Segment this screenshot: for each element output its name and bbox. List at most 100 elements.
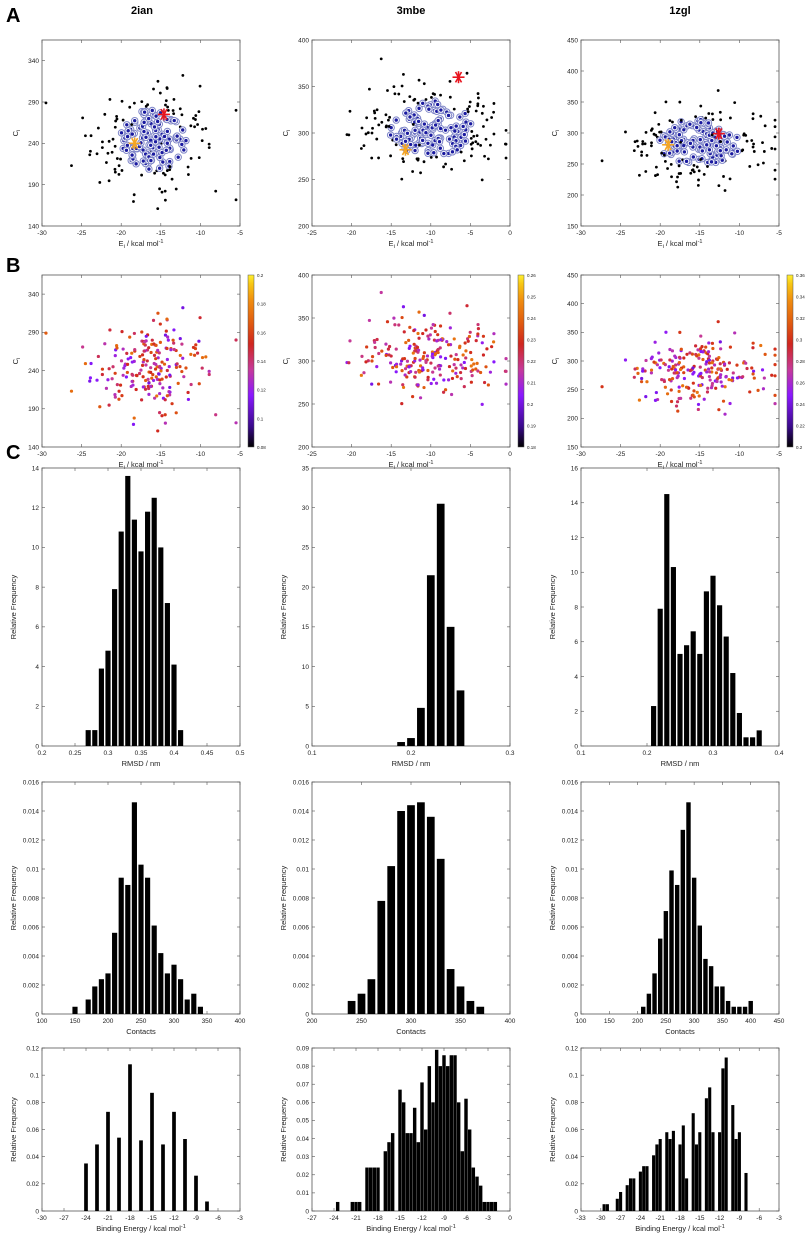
histogram-bar	[367, 979, 376, 1014]
histogram-bar	[178, 730, 184, 746]
y-axis-label: Relative Frequency	[9, 1097, 18, 1162]
colored-point	[422, 351, 426, 355]
colored-point	[388, 361, 393, 365]
data-point	[348, 109, 352, 113]
data-point	[397, 92, 401, 96]
histogram-bar	[158, 953, 164, 1014]
colored-point	[474, 367, 478, 371]
data-point	[476, 142, 480, 146]
x-tick-label: -25	[77, 230, 87, 237]
x-tick-label: -20	[116, 230, 126, 237]
colored-point	[367, 318, 372, 323]
colored-point	[465, 304, 469, 308]
plot-frame	[311, 467, 511, 747]
colored-point	[741, 375, 745, 379]
data-point	[644, 170, 648, 173]
y-tick-label: 140	[28, 444, 39, 451]
y-tick-label: 0	[35, 743, 39, 750]
colored-point	[436, 364, 440, 368]
histogram-rmsd-1zgl: 0.1 0.2 0.3 0.4 0 2 4 6 8 10 12 14 16 RMSD / nm Relati…	[548, 465, 784, 768]
colored-point	[644, 358, 648, 363]
colored-point	[476, 369, 480, 373]
colored-point	[384, 353, 388, 357]
y-tick-label: 0.008	[293, 895, 310, 902]
data-point	[474, 109, 478, 113]
colored-point	[665, 392, 670, 396]
colored-point	[156, 348, 160, 352]
red-star-marker	[712, 127, 725, 140]
colored-point	[192, 353, 197, 357]
cluster-point	[682, 143, 686, 148]
data-point	[474, 140, 478, 144]
cluster-point	[658, 138, 662, 142]
x-tick-label: 0	[508, 451, 512, 458]
colored-point	[649, 368, 654, 372]
colored-point	[659, 358, 663, 362]
data-point	[704, 116, 708, 120]
x-tick-label: -30	[37, 451, 47, 458]
colored-point	[424, 359, 428, 363]
colored-point	[710, 361, 714, 365]
colored-point	[163, 333, 168, 337]
x-tick-label: -25	[77, 451, 87, 458]
colorbar-tick-label: 0.2	[796, 445, 803, 450]
histogram-bar	[417, 707, 425, 746]
plot-frame	[311, 274, 511, 448]
colored-point	[138, 354, 142, 359]
colorbar	[517, 274, 525, 448]
data-point	[466, 107, 470, 111]
cluster-point	[421, 101, 425, 106]
colored-point	[700, 375, 704, 380]
data-point	[448, 95, 452, 99]
histogram-bar	[401, 1102, 406, 1211]
colored-point	[164, 329, 168, 333]
cluster-point	[436, 118, 440, 123]
y-tick-label: 200	[298, 223, 309, 230]
data-point	[761, 161, 765, 165]
cluster-point	[442, 151, 446, 156]
histogram-bar	[641, 1006, 646, 1014]
histogram-bar	[350, 1201, 355, 1211]
colored-point	[158, 340, 163, 344]
data-point	[359, 147, 363, 150]
data-point	[677, 164, 681, 168]
colored-point	[160, 414, 164, 418]
data-point	[144, 104, 148, 108]
x-tick-label: 250	[136, 1018, 147, 1025]
y-axis-label: Ci	[11, 130, 22, 137]
data-point	[162, 171, 165, 175]
cluster-point	[675, 144, 679, 148]
y-axis-label: Ci	[550, 130, 561, 137]
data-point	[187, 173, 190, 176]
colored-point	[117, 397, 121, 401]
data-point	[719, 140, 723, 144]
colored-point	[690, 352, 694, 356]
y-tick-label: 0.04	[26, 1154, 39, 1161]
histogram-bar	[651, 706, 657, 746]
y-tick-label: 0.01	[296, 1190, 309, 1197]
y-tick-label: 0.014	[23, 808, 40, 815]
cluster-point	[150, 108, 154, 113]
colored-point	[115, 383, 119, 387]
colored-point	[481, 334, 486, 338]
histogram-bar	[489, 1201, 494, 1211]
colored-point	[670, 359, 674, 363]
colored-point	[461, 353, 465, 357]
histogram-bar	[671, 1130, 675, 1211]
colored-point	[391, 365, 395, 370]
plot-frame	[580, 274, 780, 448]
cluster-point	[709, 160, 714, 164]
x-tick-label: -18	[125, 1215, 135, 1222]
data-point	[100, 146, 104, 150]
cluster-point	[707, 148, 712, 152]
y-tick-label: 12	[32, 505, 40, 512]
histogram-bar	[657, 938, 663, 1014]
cluster-point	[126, 129, 130, 133]
x-tick-label: -5	[468, 451, 474, 458]
colored-point	[707, 358, 711, 362]
colored-point	[234, 421, 238, 425]
y-tick-label: 250	[298, 401, 309, 408]
data-point	[89, 149, 92, 153]
data-point	[412, 98, 416, 102]
colored-point	[486, 383, 490, 387]
